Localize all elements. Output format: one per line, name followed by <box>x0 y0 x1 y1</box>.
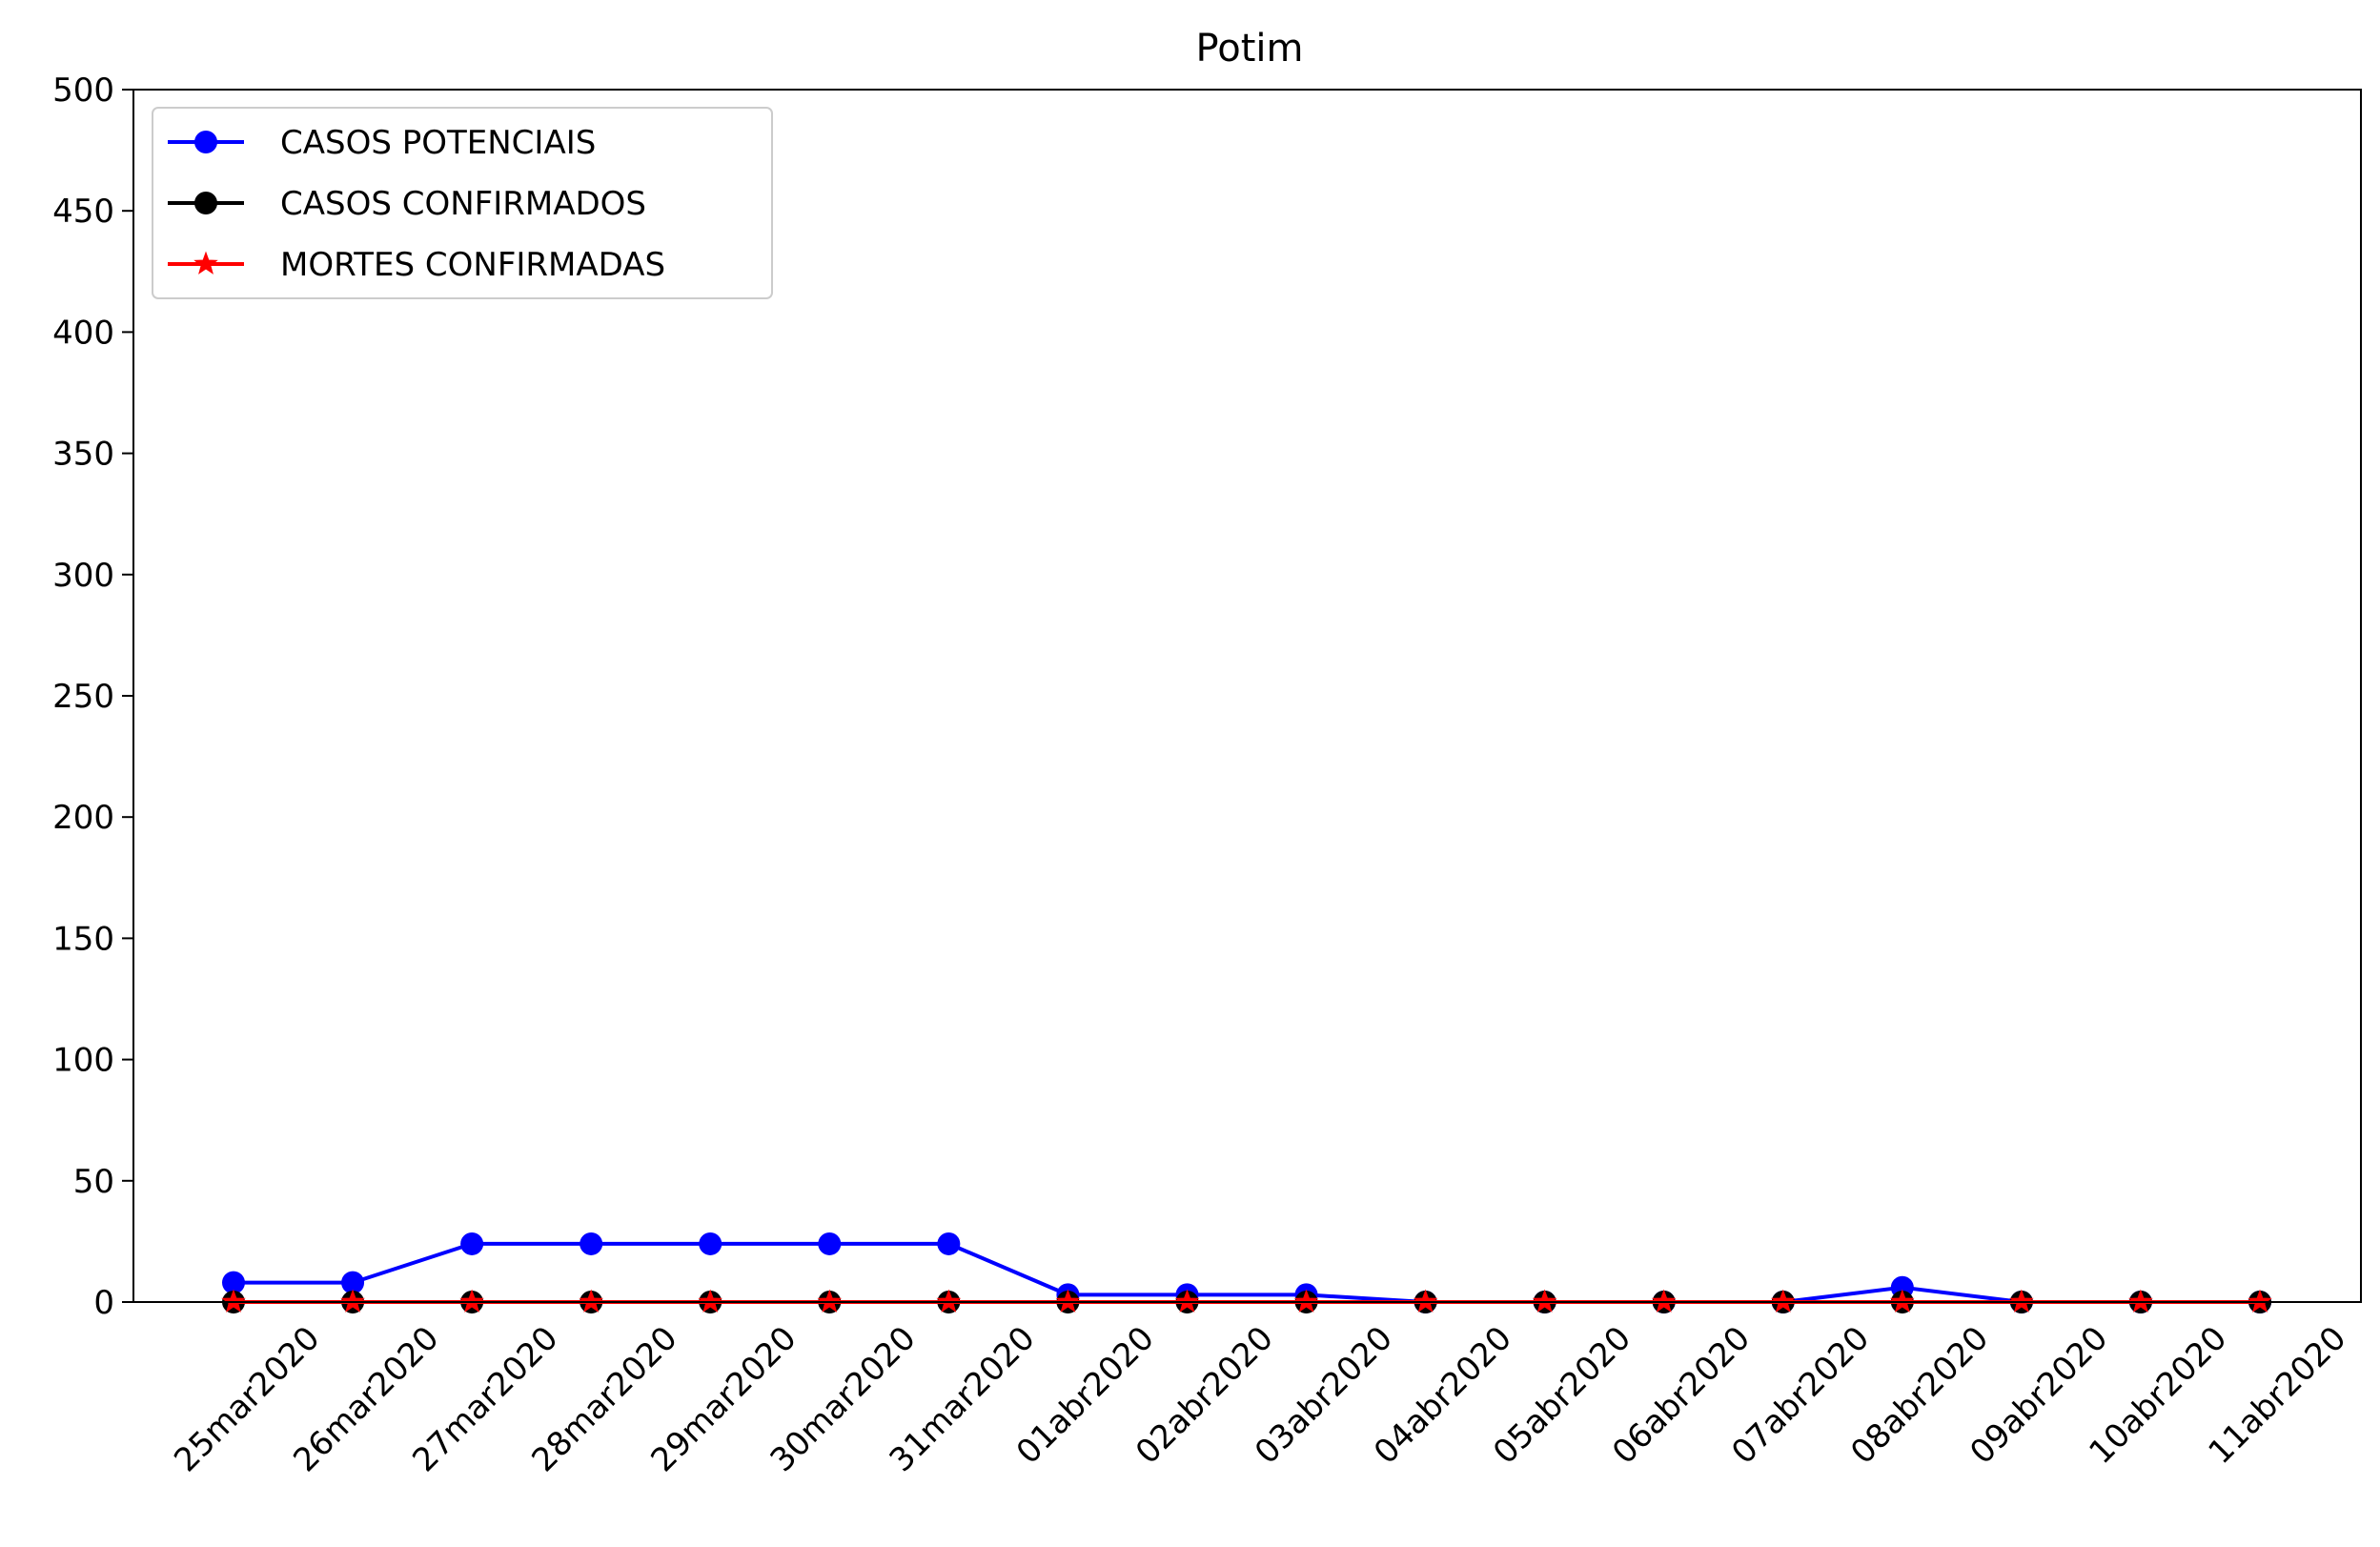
data-point <box>818 1231 842 1255</box>
y-tick-label: 200 <box>52 799 114 837</box>
legend: CASOS POTENCIAIS CASOS CONFIRMADOS MORTES … <box>152 107 773 299</box>
data-point <box>580 1231 603 1255</box>
legend-label: CASOS POTENCIAIS <box>280 124 596 162</box>
data-point <box>222 1271 245 1294</box>
x-axis: 25mar202026mar202027mar202028mar202029ma… <box>167 1302 2353 1479</box>
legend-star-marker <box>193 251 218 275</box>
data-point <box>1532 1289 1557 1313</box>
data-point <box>221 1289 246 1313</box>
y-tick-label: 450 <box>52 193 114 231</box>
y-tick-label: 100 <box>52 1042 114 1080</box>
y-tick-label: 350 <box>52 436 114 474</box>
data-point <box>2128 1289 2153 1313</box>
legend-box <box>152 107 773 299</box>
y-tick-label: 500 <box>52 71 114 110</box>
legend-label: MORTES CONFIRMADAS <box>280 246 665 284</box>
y-tick-label: 0 <box>93 1284 114 1322</box>
y-tick-label: 300 <box>52 557 114 595</box>
data-point <box>936 1289 962 1313</box>
data-point <box>341 1271 365 1294</box>
data-point <box>698 1289 722 1313</box>
y-tick-label: 400 <box>52 314 114 352</box>
data-point <box>340 1289 365 1313</box>
y-tick-label: 50 <box>73 1163 114 1201</box>
data-point <box>1413 1289 1438 1313</box>
legend-label: CASOS CONFIRMADOS <box>280 185 646 223</box>
data-point <box>699 1231 722 1255</box>
data-point <box>459 1289 484 1313</box>
y-tick-label: 150 <box>52 920 114 958</box>
data-point <box>2009 1289 2034 1313</box>
data-point <box>2248 1289 2272 1313</box>
data-point <box>1055 1289 1081 1313</box>
data-point <box>937 1231 961 1255</box>
data-point <box>1890 1289 1915 1313</box>
data-point <box>1174 1289 1200 1313</box>
data-point <box>817 1289 843 1313</box>
plot-frame <box>132 89 2362 1303</box>
y-tick-label: 250 <box>52 678 114 716</box>
chart-title: Potim <box>1196 27 1304 71</box>
data-point <box>1293 1289 1319 1313</box>
data-point <box>1651 1289 1677 1313</box>
series-line <box>234 1241 2260 1304</box>
legend-circle-marker <box>194 192 217 214</box>
data-point <box>460 1231 484 1255</box>
data-point <box>1771 1289 1796 1313</box>
data-point <box>579 1289 603 1313</box>
legend-circle-marker <box>194 131 217 153</box>
y-axis: 0 50 100 150 200 250 300 350 400 450 500 <box>52 71 133 1322</box>
